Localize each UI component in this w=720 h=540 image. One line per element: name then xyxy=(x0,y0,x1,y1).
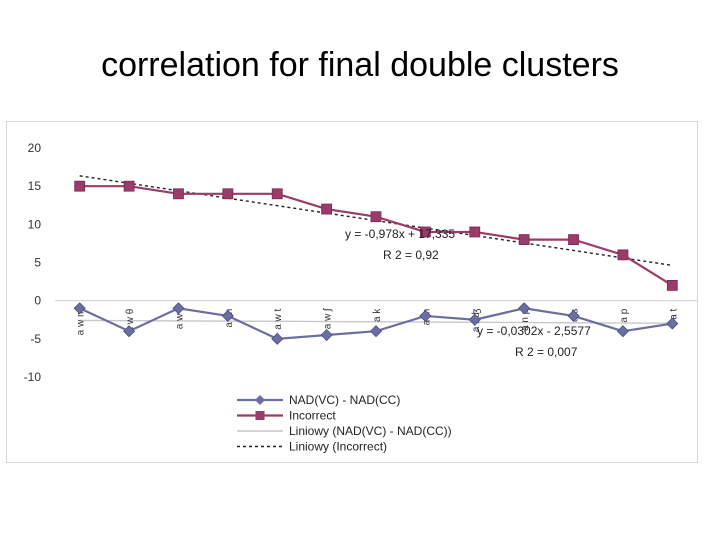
data-point-incorrect xyxy=(518,234,530,245)
trend-equation-incorrect: y = -0,978x + 17,335 xyxy=(345,227,455,241)
data-point-nad xyxy=(221,309,234,322)
slide-title: correlation for final double clusters xyxy=(101,46,619,84)
data-point-incorrect xyxy=(469,226,481,238)
x-category-label: a t xyxy=(668,308,679,319)
data-point-incorrect xyxy=(271,188,283,200)
x-category-label: a w m xyxy=(76,309,87,336)
trend-r2-nad: R 2 = 0,007 xyxy=(515,345,578,359)
legend-label: Liniowy (NAD(VC) - NAD(CC)) xyxy=(289,424,452,438)
data-point-incorrect xyxy=(370,211,382,223)
data-point-nad xyxy=(518,302,531,315)
legend-marker-diamond xyxy=(255,395,265,405)
data-point-incorrect xyxy=(74,180,86,192)
y-tick-label: -5 xyxy=(30,332,41,346)
data-point-incorrect xyxy=(222,188,234,200)
data-point-nad xyxy=(567,309,580,322)
data-point-nad xyxy=(666,317,679,330)
data-point-incorrect xyxy=(321,203,333,215)
data-point-incorrect xyxy=(173,188,184,200)
data-point-nad xyxy=(73,302,86,315)
data-point-incorrect xyxy=(419,226,431,238)
legend-label: Incorrect xyxy=(289,409,336,423)
y-tick-label: 0 xyxy=(34,294,41,308)
data-point-nad xyxy=(419,309,432,322)
data-point-incorrect xyxy=(568,234,579,245)
data-point-incorrect xyxy=(123,180,135,192)
x-category-label: a p xyxy=(619,308,630,322)
data-point-nad xyxy=(123,325,136,338)
data-point-nad xyxy=(172,302,185,315)
legend-marker-square xyxy=(255,411,265,420)
trend-equation-nad: y = -0,0302x - 2,5577 xyxy=(477,324,591,338)
data-point-nad xyxy=(271,332,284,345)
x-category-label: a w θ xyxy=(125,308,136,332)
data-point-nad xyxy=(369,325,383,338)
trendline-incorrect xyxy=(79,175,673,267)
data-point-incorrect xyxy=(617,249,629,261)
y-tick-label: 5 xyxy=(34,256,41,270)
y-tick-label: 15 xyxy=(28,179,42,193)
x-category-label: a w l xyxy=(174,309,185,330)
x-category-label: a k xyxy=(372,308,383,322)
legend-label: Liniowy (Incorrect) xyxy=(289,440,387,454)
y-tick-label: 10 xyxy=(28,217,42,231)
trendline-nad xyxy=(79,319,673,324)
x-category-label: a w ʃ xyxy=(323,308,334,329)
x-category-label: a w t xyxy=(273,308,284,329)
y-tick-label: -10 xyxy=(24,370,42,384)
y-tick-label: 20 xyxy=(28,141,42,155)
data-point-nad xyxy=(468,313,481,326)
data-point-incorrect xyxy=(666,279,678,291)
data-point-nad xyxy=(616,325,629,338)
legend-label: NAD(VC) - NAD(CC) xyxy=(289,393,400,407)
data-point-nad xyxy=(320,328,333,342)
x-category-label: a n p xyxy=(520,308,531,331)
trend-r2-incorrect: R 2 = 0,92 xyxy=(383,248,439,262)
